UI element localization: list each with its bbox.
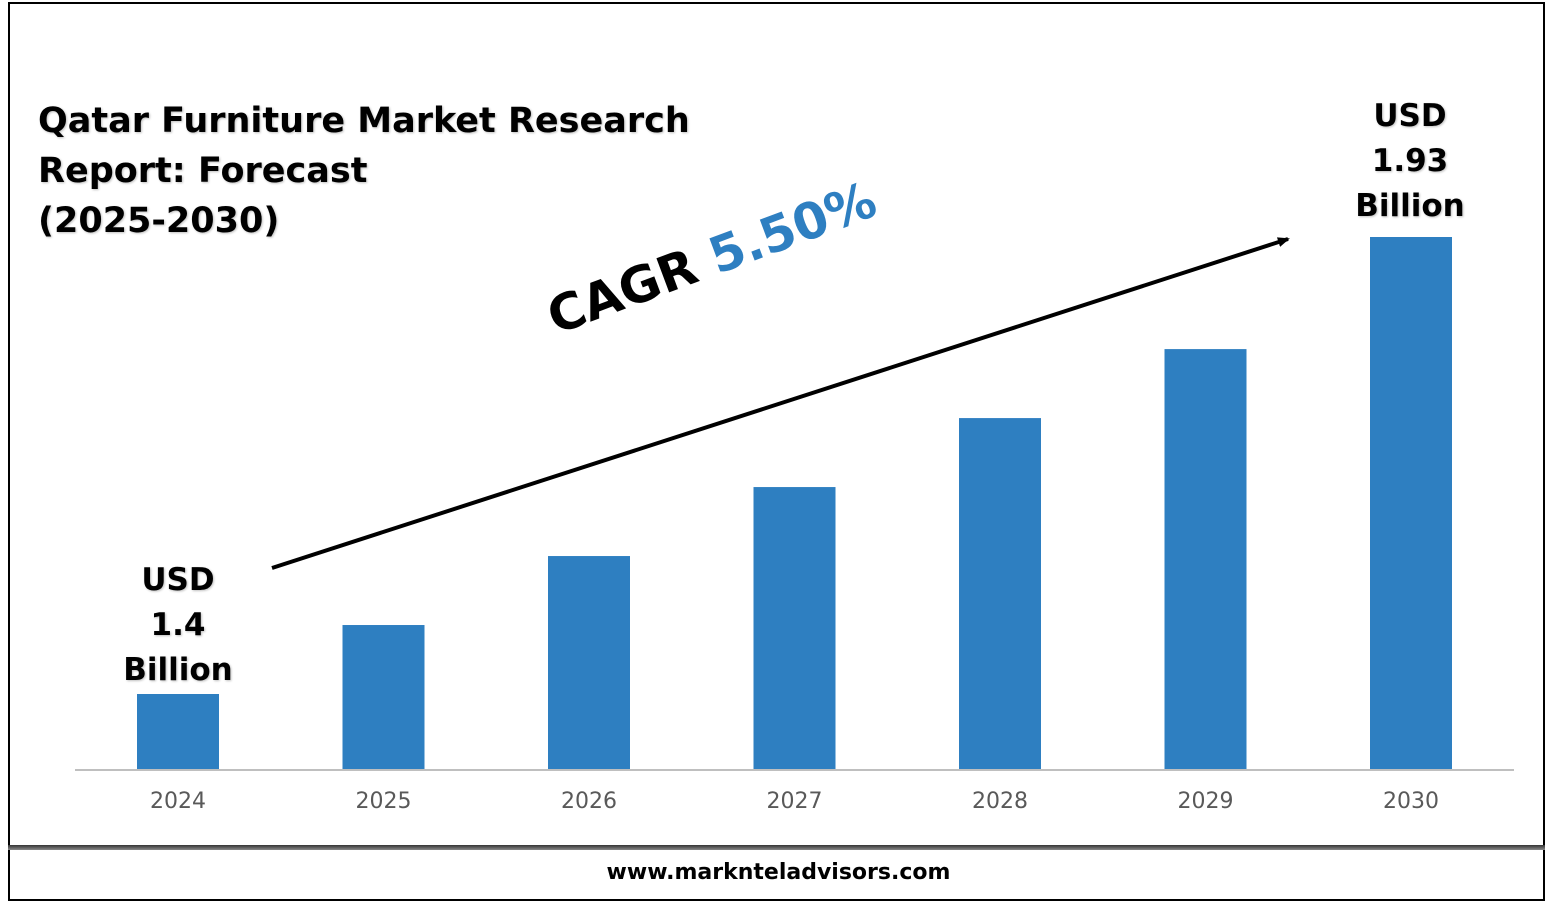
title-line-3: (2025-2030) (38, 201, 280, 241)
website-url: www.marknteladvisors.com (606, 860, 951, 885)
title-line-2: Report: Forecast (38, 151, 368, 191)
bar-2024 (137, 694, 219, 769)
bar-2027 (753, 487, 836, 769)
bar-2025 (342, 625, 425, 769)
chart-title: Qatar Furniture Market Research Report: … (38, 96, 690, 246)
bars-group (137, 237, 1452, 769)
start-value-label: USD 1.4 Billion (123, 562, 233, 688)
x-tick-2025: 2025 (356, 789, 412, 814)
title-line-1: Qatar Furniture Market Research (38, 101, 690, 141)
x-tick-2026: 2026 (561, 789, 617, 814)
bar-2029 (1164, 349, 1247, 769)
x-tick-2029: 2029 (1178, 789, 1234, 814)
footer-divider (8, 845, 1545, 850)
x-tick-2024: 2024 (150, 789, 206, 814)
end-value-label: USD 1.93 Billion (1355, 98, 1465, 224)
x-tick-labels: 2024 2025 2026 2027 2028 2029 2030 (150, 789, 1439, 814)
bar-2030 (1370, 237, 1452, 769)
bar-2028 (959, 418, 1041, 769)
x-tick-2028: 2028 (972, 789, 1028, 814)
bar-2026 (548, 556, 630, 769)
trend-arrow (271, 237, 1290, 570)
x-tick-2027: 2027 (767, 789, 823, 814)
x-tick-2030: 2030 (1383, 789, 1439, 814)
